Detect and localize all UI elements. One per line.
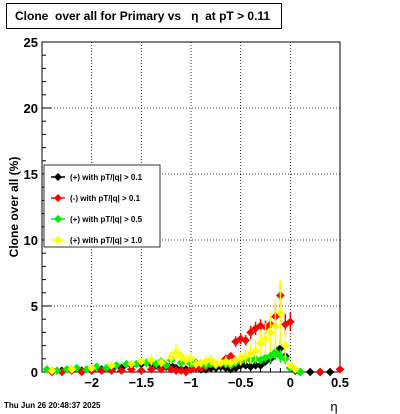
data-point bbox=[335, 365, 345, 374]
legend-label: (-) with pT/|q| > 0.1 bbox=[70, 194, 141, 203]
data-point bbox=[266, 351, 275, 361]
data-point bbox=[107, 361, 116, 370]
data-point bbox=[281, 341, 290, 350]
data-point bbox=[266, 328, 275, 337]
data-point bbox=[325, 367, 335, 377]
legend-label: (+) with pT/|q| > 0.5 bbox=[70, 215, 143, 224]
data-point bbox=[127, 359, 136, 369]
data-point bbox=[271, 321, 280, 331]
x-tick-label: 0.5 bbox=[331, 375, 349, 390]
x-tick-label: −1.5 bbox=[128, 375, 154, 390]
data-point bbox=[171, 347, 181, 357]
data-point bbox=[117, 366, 126, 376]
y-tick-label: 10 bbox=[24, 233, 38, 248]
x-tick-label: 0 bbox=[287, 375, 294, 390]
data-point bbox=[290, 365, 300, 374]
chart-title: Clone over all for Primary vs η at pT > … bbox=[6, 3, 282, 29]
data-point bbox=[146, 365, 156, 374]
data-point bbox=[166, 353, 176, 362]
data-point bbox=[156, 365, 166, 374]
data-point bbox=[136, 357, 146, 366]
series-4 bbox=[47, 279, 300, 376]
data-point bbox=[176, 351, 186, 361]
x-tick-label: −2 bbox=[84, 375, 99, 390]
legend-marker bbox=[54, 236, 62, 244]
legend-label: (+) with pT/|q| > 0.1 bbox=[70, 173, 143, 182]
data-point bbox=[285, 317, 295, 327]
legend-label: (+) with pT/|q| > 1.0 bbox=[70, 236, 143, 245]
data-point bbox=[305, 367, 315, 377]
y-tick-label: 15 bbox=[24, 167, 38, 182]
y-tick-labels: 0 5 10 15 20 25 bbox=[24, 35, 38, 380]
x-tick-label: −0.5 bbox=[228, 375, 254, 390]
data-point bbox=[256, 361, 265, 370]
y-axis-label: Clone over all (%) bbox=[7, 157, 21, 258]
y-tick-label: 25 bbox=[24, 35, 38, 50]
data-point bbox=[246, 328, 255, 337]
data-point bbox=[127, 365, 136, 374]
data-point bbox=[251, 346, 260, 356]
legend-marker bbox=[54, 194, 62, 202]
data-point bbox=[241, 335, 250, 345]
data-point bbox=[261, 334, 270, 344]
x-tick-label: −1 bbox=[184, 375, 199, 390]
data-point bbox=[136, 366, 146, 376]
data-point bbox=[315, 367, 325, 377]
legend-marker bbox=[54, 173, 62, 181]
data-point bbox=[206, 355, 216, 365]
data-point bbox=[87, 363, 97, 373]
data-point bbox=[146, 355, 156, 365]
legend: (+) with pT/|q| > 0.1 (-) with pT/|q| > 0… bbox=[43, 164, 161, 248]
x-tick-labels: −2 −1.5 −1 −0.5 0 0.5 bbox=[84, 375, 349, 390]
timestamp: Thu Jun 26 20:48:37 2025 bbox=[4, 401, 101, 410]
data-point bbox=[285, 361, 295, 370]
data-points bbox=[42, 279, 345, 377]
data-point bbox=[276, 308, 285, 317]
x-axis-label: η bbox=[330, 399, 337, 414]
legend-marker bbox=[54, 215, 62, 223]
y-tick-label: 20 bbox=[24, 101, 38, 116]
data-point bbox=[271, 347, 280, 357]
data-point bbox=[256, 338, 265, 348]
legend-box bbox=[43, 164, 161, 248]
data-point bbox=[47, 366, 57, 376]
data-point bbox=[67, 365, 77, 374]
data-point bbox=[186, 354, 196, 364]
y-tick-label: 5 bbox=[31, 299, 38, 314]
data-point bbox=[156, 358, 166, 368]
y-tick-label: 0 bbox=[31, 365, 38, 380]
